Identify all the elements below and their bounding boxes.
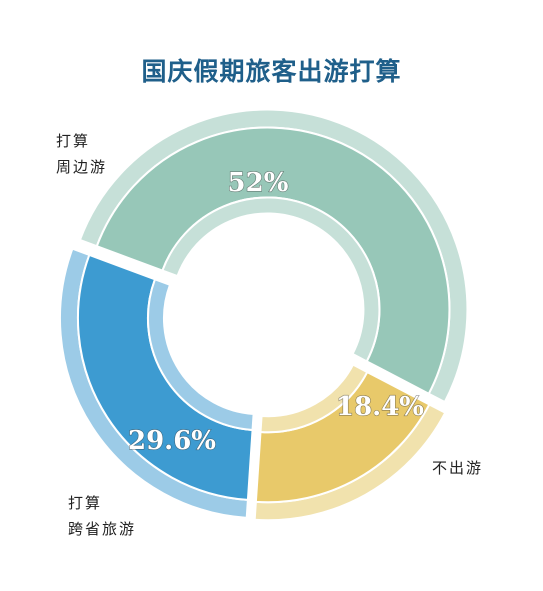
value-label-2: 29.6% (128, 426, 216, 456)
slice-inner-rim-2 (147, 278, 255, 432)
slice-0 (78, 108, 469, 404)
value-label-0: 52% (228, 168, 289, 198)
label-buchuyou: 不出游 (432, 455, 483, 481)
slice-1 (253, 363, 447, 522)
label-kuashenglvyou-line1: 打算 (68, 494, 103, 512)
value-label-1: 18.4% (336, 392, 424, 422)
label-kuashenglvyou: 打算 跨省旅游 (68, 490, 136, 542)
label-zhoubianyou: 打算 周边游 (56, 128, 107, 180)
slice-inner-rim-0 (161, 196, 381, 363)
label-zhoubianyou-line2: 周边游 (56, 158, 108, 176)
slice-2 (58, 247, 255, 519)
label-kuashenglvyou-line2: 跨省旅游 (68, 520, 137, 538)
label-zhoubianyou-line1: 打算 (56, 132, 91, 150)
slice-inner-rim-1 (259, 363, 369, 434)
chart-title: 国庆假期旅客出游打算 (141, 57, 402, 86)
label-buchuyou-line2: 不出游 (432, 459, 484, 477)
